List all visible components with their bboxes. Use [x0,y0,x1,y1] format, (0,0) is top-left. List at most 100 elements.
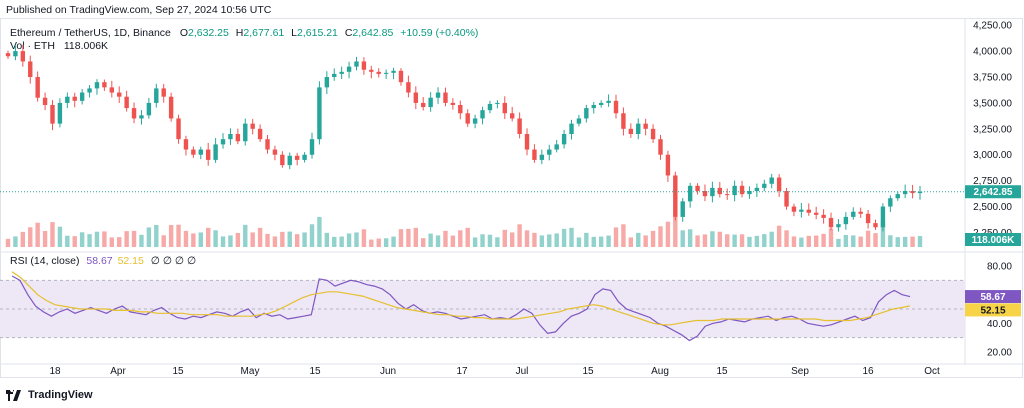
candle-body [79,92,85,101]
volume-bar [205,227,211,247]
candle-body [509,113,515,119]
volume-bar [613,227,619,247]
volume-bar [791,236,797,247]
candle-body [294,155,300,160]
volume-bar [443,230,448,247]
volume-bar [725,234,730,247]
volume-label[interactable]: Vol · ETH [10,40,55,52]
rsi-pane: 80.00 40.00 20.00 [0,262,1012,359]
volume-bar [539,235,545,247]
candle-body [613,100,619,114]
candle-body [50,104,55,124]
candle-body [228,134,233,140]
rsi-tick-label: 80.00 [987,262,1012,273]
candle-body [109,87,115,93]
price-y-axis[interactable]: 4,250.00 4,000.00 3,750.00 3,500.00 3,250.00… [973,21,1012,239]
candle-body [917,191,923,194]
volume-bar [72,236,77,247]
candle-body [539,154,545,160]
candle-body [287,155,292,166]
candle-body [168,96,174,119]
candle-body [532,149,537,160]
price-tick-label: 3,250.00 [973,124,1012,135]
candle-body [621,113,626,129]
volume-bar [35,222,40,247]
candle-body [406,82,411,93]
price-tick-label: 3,000.00 [973,150,1012,161]
change-value: +10.59 (+0.40%) [400,27,479,39]
candle-body [421,102,426,108]
volume-bar [406,228,411,247]
tradingview-logo[interactable]: TradingView [6,389,93,401]
candle-body [524,134,530,150]
candle-body [28,61,33,77]
candle-body [332,73,337,77]
volume-bar [146,227,152,247]
volume-bar [317,217,322,247]
time-tick-label: 15 [716,366,728,377]
volume-bar [265,233,270,247]
volume-bar [917,236,923,247]
volume-bar [561,228,567,247]
symbol-title[interactable]: Ethereum / TetherUS, 1D, Binance [10,27,171,39]
candle-body [598,102,604,105]
volume-bar [465,227,470,247]
volume-bar [865,230,871,247]
volume-bar [369,239,374,247]
candle-body [376,71,381,74]
rsi-badge-text: 58.67 [980,292,1005,303]
time-tick-label: 15 [309,366,321,377]
candle-body [880,206,886,228]
volume-bar [813,235,819,247]
price-legend: Ethereum / TetherUS, 1D, Binance O2,632.… [10,27,478,39]
volume-bar [784,230,789,247]
candle-body [813,212,819,215]
time-x-axis[interactable]: 18 Apr 15 May 15 Jun 17 Jul 15 Aug 15 Sep 16 Oct [49,366,940,377]
volume-bar [65,235,70,247]
candle-body [250,123,255,129]
candle-body [717,187,723,195]
volume-bar [391,236,396,247]
candle-body [257,128,263,140]
volume-bar [806,235,811,247]
rsi-ma-line [11,271,911,326]
rsi-label[interactable]: RSI (14, close) [10,255,80,267]
volume-bar [732,234,737,247]
volume-bar [79,232,85,247]
time-tick-label: 15 [172,366,184,377]
volume-bar [843,235,849,247]
volume-bar [131,230,137,247]
volume-bar [880,220,886,247]
candle-body [354,61,359,67]
volume-bar [50,222,55,247]
volume-bar [220,236,226,247]
candle-body [665,154,671,176]
candle-body [843,216,849,225]
close-label: C [344,27,353,39]
volume-bar [606,235,611,247]
volume-bar [346,233,352,247]
candle-body [636,123,641,134]
candle-body [146,102,152,116]
candle-body [369,69,374,72]
price-candles [5,44,923,232]
candle-body [791,206,797,212]
volume-bar [139,234,144,247]
volume-bar [228,235,233,247]
volume-bar [376,238,381,247]
volume-bar [398,229,404,247]
candle-body [183,139,189,150]
volume-bar [695,235,700,247]
candle-body [576,118,582,124]
volume-bar [176,224,181,247]
volume-bar [250,232,255,247]
volume-bar [191,233,196,247]
candle-body [176,118,181,140]
candle-body [94,82,100,89]
volume-bar [569,227,574,247]
price-badge-text: 2,642.85 [974,187,1013,198]
rsi-badges: 58.67 52.15 [965,290,1021,317]
volume-bar [665,221,671,247]
candle-body [480,110,485,119]
